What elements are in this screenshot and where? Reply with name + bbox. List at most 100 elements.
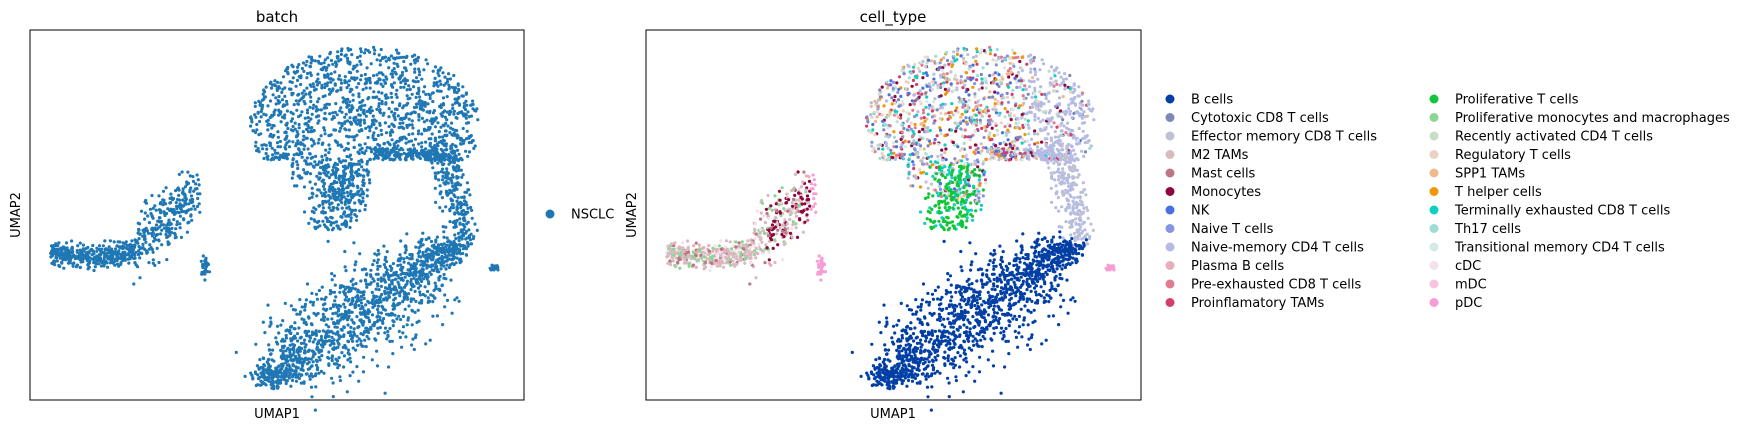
batch-point xyxy=(425,158,429,162)
batch-point xyxy=(365,194,369,198)
cell-type-point xyxy=(892,135,897,139)
batch-point xyxy=(78,254,82,258)
batch-point xyxy=(345,119,350,123)
batch-point xyxy=(352,330,356,334)
cell-type-point xyxy=(985,62,989,66)
batch-point xyxy=(424,253,428,257)
batch-point xyxy=(310,144,314,148)
batch-point xyxy=(305,108,310,112)
batch-point xyxy=(444,267,448,271)
batch-point xyxy=(394,107,398,111)
batch-point xyxy=(91,249,95,253)
cell-type-point xyxy=(973,82,977,86)
batch-point xyxy=(359,342,363,346)
batch-point xyxy=(361,87,365,92)
batch-point xyxy=(423,285,427,289)
batch-point xyxy=(399,125,403,129)
batch-point xyxy=(346,141,350,145)
batch-point xyxy=(447,152,451,157)
batch-point xyxy=(462,213,466,217)
batch-point xyxy=(297,75,301,79)
batch-point xyxy=(288,87,292,91)
batch-point xyxy=(408,257,412,261)
batch-point xyxy=(338,375,342,379)
batch-point xyxy=(309,217,313,221)
batch-point xyxy=(470,208,474,212)
batch-point xyxy=(346,358,350,362)
batch-point xyxy=(450,190,454,194)
cell-type-point xyxy=(912,102,917,106)
batch-point xyxy=(333,283,337,287)
batch-point xyxy=(461,85,465,89)
batch-point xyxy=(346,166,350,170)
batch-point xyxy=(431,314,435,318)
batch-point xyxy=(442,272,446,277)
batch-point xyxy=(351,370,355,374)
batch-point xyxy=(423,129,427,133)
cell-type-point xyxy=(979,121,983,125)
batch-point xyxy=(461,251,465,256)
batch-point xyxy=(414,105,419,109)
batch-point xyxy=(359,50,363,54)
batch-point xyxy=(461,208,465,213)
batch-point xyxy=(361,344,365,348)
batch-point xyxy=(143,236,147,240)
batch-point xyxy=(342,187,346,191)
batch-point xyxy=(267,343,271,347)
batch-point xyxy=(418,284,422,288)
batch-point xyxy=(338,290,342,294)
batch-point xyxy=(310,291,314,295)
batch-point xyxy=(181,198,185,202)
batch-point xyxy=(312,85,316,89)
batch-point xyxy=(165,223,169,227)
batch-point xyxy=(440,261,444,265)
cell-type-point xyxy=(882,104,886,108)
cell-type-point xyxy=(911,108,915,112)
batch-point xyxy=(333,60,338,64)
batch-point xyxy=(166,235,170,239)
batch-point xyxy=(464,99,468,103)
batch-point xyxy=(288,350,292,354)
batch-point xyxy=(302,358,306,362)
batch-point xyxy=(340,328,344,332)
cell-type-point xyxy=(959,75,963,79)
cell-type-point xyxy=(986,150,990,154)
batch-point xyxy=(417,270,422,274)
cell-type-point xyxy=(1010,92,1014,96)
batch-point xyxy=(281,87,285,91)
batch-point xyxy=(192,189,196,193)
cell-type-point xyxy=(1068,109,1072,113)
batch-point xyxy=(268,134,272,138)
batch-point xyxy=(404,141,408,145)
batch-point xyxy=(342,325,346,329)
cell-type-point xyxy=(1076,158,1080,162)
batch-point xyxy=(314,372,318,376)
batch-point xyxy=(363,103,367,107)
batch-point xyxy=(451,103,455,107)
batch-point xyxy=(261,147,265,151)
batch-point xyxy=(119,257,123,261)
batch-point xyxy=(376,80,380,84)
cell-type-point xyxy=(1073,96,1077,100)
batch-point xyxy=(354,305,358,309)
batch-point xyxy=(269,372,273,376)
batch-point xyxy=(380,319,385,323)
batch-point xyxy=(347,135,351,139)
batch-point xyxy=(75,263,79,267)
batch-point xyxy=(349,219,353,223)
batch-point xyxy=(323,315,327,319)
batch-point xyxy=(397,276,401,280)
cell-type-point xyxy=(955,78,959,82)
batch-point xyxy=(361,370,366,374)
batch-point xyxy=(56,250,60,254)
batch-point xyxy=(359,339,363,343)
batch-point xyxy=(407,123,411,127)
batch-point xyxy=(124,240,128,244)
cell-type-point xyxy=(975,47,979,51)
batch-point xyxy=(454,158,458,162)
batch-point xyxy=(310,126,314,130)
batch-point xyxy=(57,241,61,245)
batch-point xyxy=(157,219,161,223)
batch-point xyxy=(375,73,379,77)
batch-point xyxy=(418,273,422,277)
